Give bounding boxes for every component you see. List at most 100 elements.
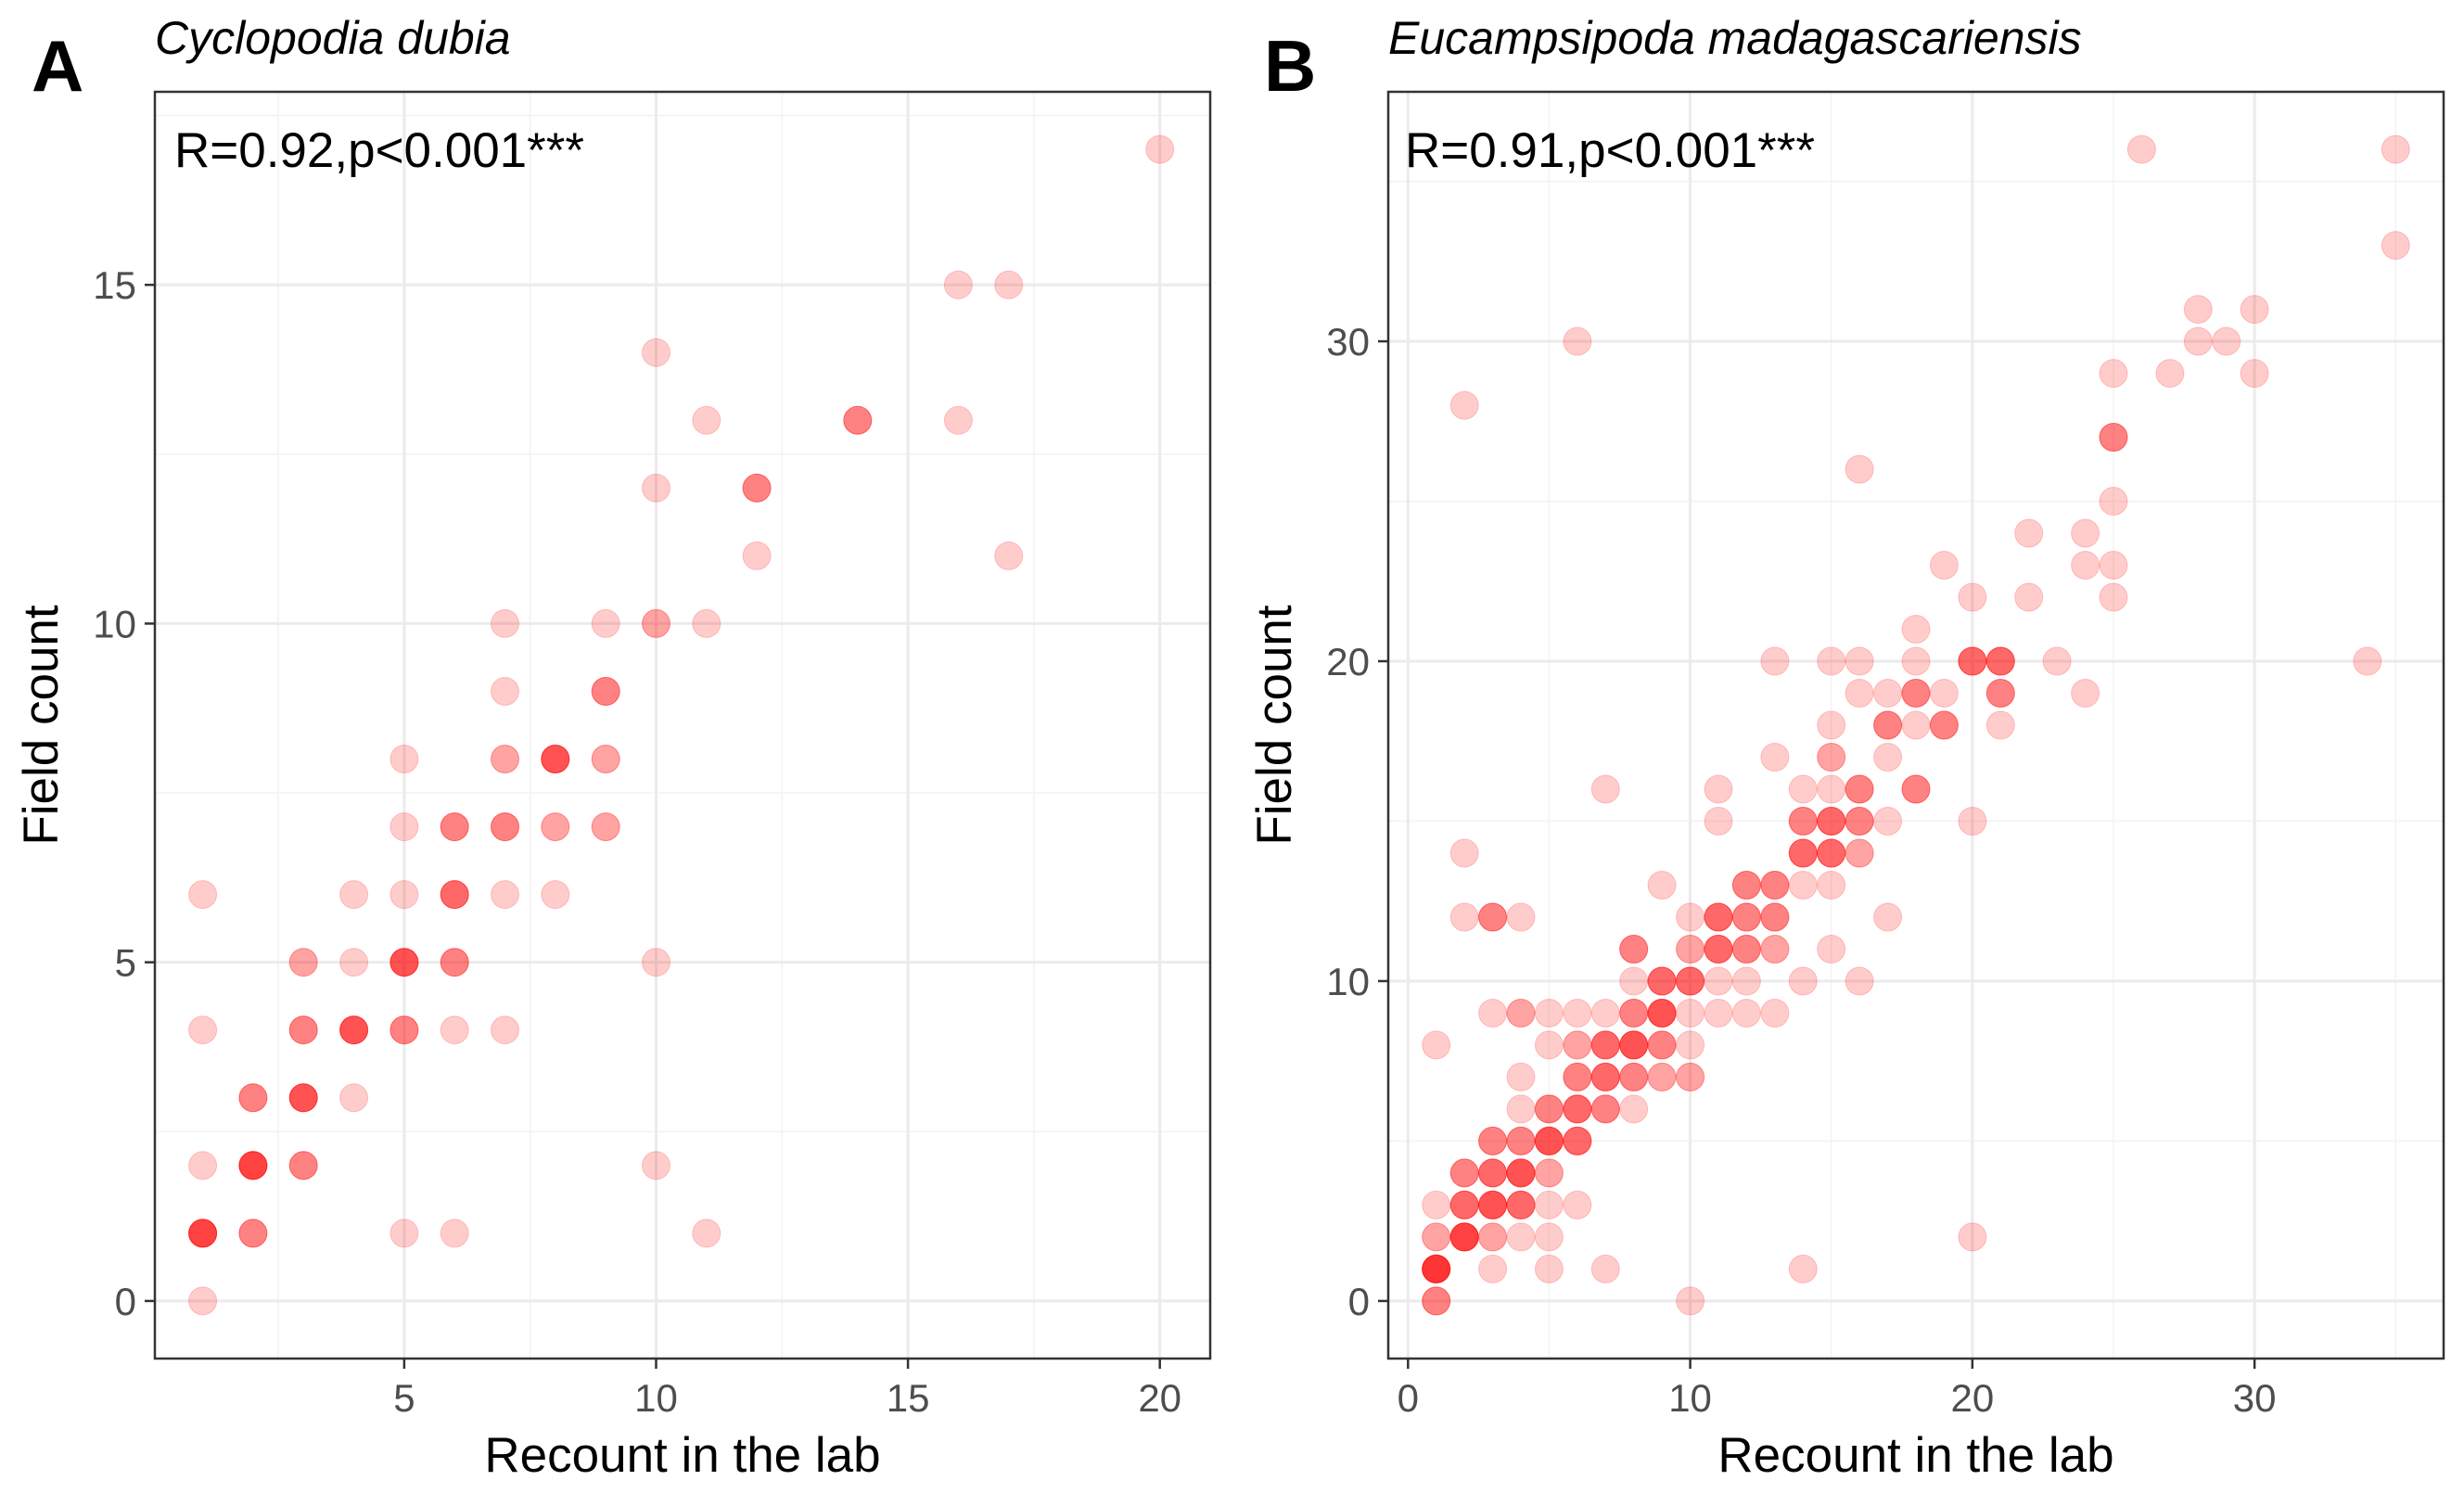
- data-point: [843, 405, 873, 435]
- data-point: [339, 948, 369, 977]
- data-point: [339, 1015, 369, 1045]
- data-point: [1788, 807, 1818, 836]
- data-point: [1534, 1094, 1564, 1124]
- data-point: [2353, 646, 2382, 676]
- data-point: [591, 677, 620, 706]
- data-point: [541, 745, 570, 773]
- data-point: [994, 270, 1024, 300]
- data-point: [491, 745, 519, 773]
- data-point: [541, 745, 570, 773]
- data-point: [541, 880, 570, 910]
- data-point: [1817, 838, 1846, 868]
- y-tick-label-a: 0: [115, 1280, 136, 1323]
- data-point: [1958, 807, 1987, 836]
- data-point: [1817, 743, 1846, 772]
- data-point: [591, 745, 620, 773]
- panel-a-border: [153, 90, 1212, 1360]
- data-point: [1478, 1126, 1508, 1155]
- data-point: [1704, 902, 1733, 932]
- data-point: [238, 1219, 268, 1248]
- data-point: [1449, 1190, 1479, 1219]
- data-point: [1478, 1190, 1508, 1219]
- data-point: [188, 1219, 218, 1248]
- data-point: [1788, 838, 1818, 868]
- correlation-annotation-a: R=0.92,p<0.001***: [174, 123, 584, 178]
- data-point: [288, 1151, 318, 1181]
- data-point: [1731, 871, 1761, 900]
- data-point: [1845, 807, 1874, 836]
- data-point: [238, 1219, 268, 1248]
- data-point: [2042, 646, 2072, 676]
- data-point: [1901, 615, 1931, 644]
- data-point: [1817, 743, 1846, 772]
- data-point: [1958, 646, 1987, 676]
- data-point: [1760, 871, 1790, 900]
- data-point: [238, 1083, 268, 1113]
- data-point: [1731, 935, 1761, 964]
- data-point: [1647, 999, 1677, 1027]
- panel-a: A Cyclopodia dubia 5 10 15 20 0 5 10 15 R=0.92,…: [14, 12, 1212, 1483]
- data-point: [1760, 871, 1790, 900]
- data-point: [1590, 1030, 1620, 1060]
- data-point: [541, 812, 570, 842]
- data-point: [288, 1083, 318, 1113]
- data-point: [2071, 679, 2100, 708]
- data-point: [1760, 646, 1790, 676]
- data-point: [1590, 1062, 1620, 1091]
- data-point: [1704, 935, 1733, 964]
- data-point: [1534, 1094, 1564, 1124]
- data-point: [339, 1083, 369, 1113]
- data-point: [1619, 1062, 1649, 1091]
- data-point: [1985, 646, 2015, 676]
- data-point: [1506, 1158, 1536, 1188]
- data-point: [1590, 1030, 1620, 1060]
- data-point: [1958, 646, 1987, 676]
- data-point: [1929, 710, 1959, 740]
- data-point: [1704, 966, 1733, 996]
- data-point: [1817, 710, 1846, 740]
- data-point: [288, 948, 318, 977]
- data-point: [742, 473, 772, 503]
- data-point: [1817, 774, 1846, 804]
- data-point: [2155, 359, 2185, 389]
- data-point: [389, 745, 419, 773]
- data-point: [389, 948, 419, 977]
- data-point: [389, 812, 419, 842]
- data-point: [1590, 1062, 1620, 1091]
- data-point: [389, 948, 419, 977]
- panel-b: B Eucampsipoda madagascariensis 0 10 20 300…: [1247, 12, 2445, 1483]
- data-point: [491, 1015, 519, 1045]
- data-point: [1817, 838, 1846, 868]
- data-point: [2099, 582, 2128, 612]
- data-point: [491, 880, 519, 910]
- data-point: [491, 677, 519, 706]
- data-point: [1760, 902, 1790, 932]
- data-point: [1647, 1062, 1677, 1091]
- data-point: [1506, 1158, 1536, 1188]
- panel-letter-a: A: [32, 25, 83, 107]
- data-point: [440, 948, 469, 977]
- data-point: [1449, 1222, 1479, 1252]
- data-point: [1817, 807, 1846, 836]
- data-point: [1449, 1190, 1479, 1219]
- data-point: [1760, 902, 1790, 932]
- data-point: [1478, 1190, 1508, 1219]
- data-point: [188, 1286, 218, 1316]
- data-point: [1985, 646, 2015, 676]
- data-point: [1647, 966, 1677, 996]
- data-point: [1590, 1062, 1620, 1091]
- data-point: [1563, 1094, 1592, 1124]
- data-point: [491, 812, 519, 842]
- data-point: [1449, 390, 1479, 420]
- data-point: [1788, 966, 1818, 996]
- data-point: [1788, 838, 1818, 868]
- data-point: [591, 677, 620, 706]
- data-point: [440, 880, 469, 910]
- data-point: [591, 745, 620, 773]
- data-point: [1901, 679, 1931, 708]
- data-point: [389, 1015, 419, 1045]
- data-point: [1534, 1222, 1564, 1252]
- data-point: [1929, 679, 1959, 708]
- data-point: [2014, 582, 2044, 612]
- data-point: [238, 1151, 268, 1181]
